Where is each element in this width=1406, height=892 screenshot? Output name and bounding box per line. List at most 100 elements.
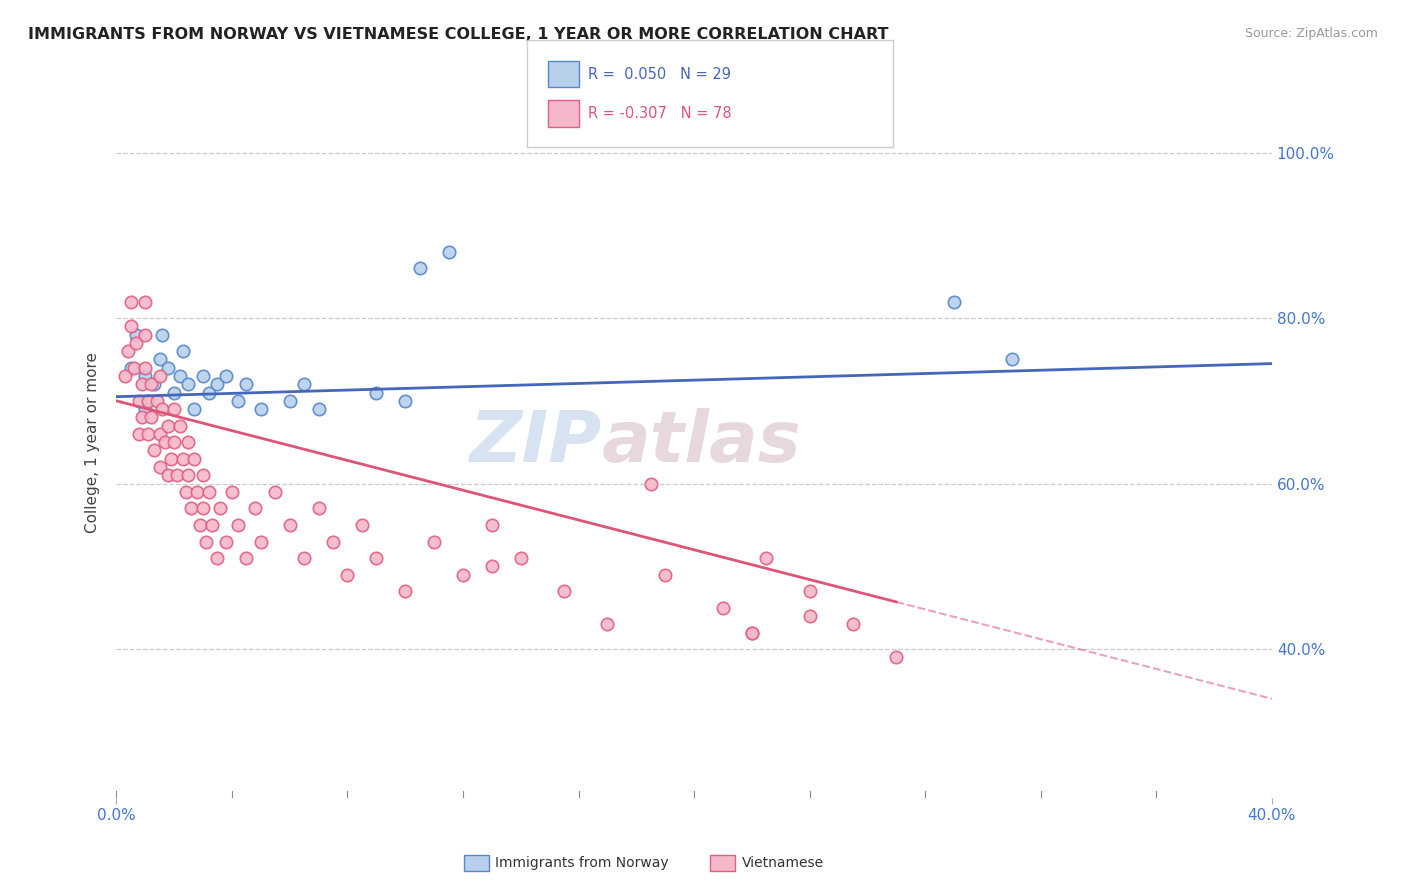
Point xyxy=(177,435,200,450)
Text: R = -0.307   N = 78: R = -0.307 N = 78 xyxy=(588,106,731,120)
Point xyxy=(149,460,172,475)
Point xyxy=(741,625,763,640)
Point xyxy=(226,393,249,408)
Point xyxy=(308,402,330,417)
Point xyxy=(197,484,219,499)
Point xyxy=(152,402,174,417)
Point xyxy=(350,518,373,533)
Point xyxy=(215,369,238,384)
Point xyxy=(509,551,531,566)
Point xyxy=(183,402,205,417)
Point xyxy=(186,484,208,499)
Point xyxy=(308,501,330,516)
Point xyxy=(131,410,153,425)
Point xyxy=(278,518,301,533)
Point xyxy=(149,369,172,384)
Point xyxy=(408,261,430,276)
Point xyxy=(553,584,575,599)
Point xyxy=(481,518,503,533)
Point xyxy=(451,567,474,582)
Point xyxy=(163,385,186,400)
Point xyxy=(197,385,219,400)
Point xyxy=(120,294,142,309)
Point xyxy=(157,360,180,375)
Point xyxy=(394,393,416,408)
Point xyxy=(640,476,662,491)
Point xyxy=(142,443,165,458)
Point xyxy=(180,501,202,516)
Point xyxy=(188,518,211,533)
Point xyxy=(799,609,821,624)
Point xyxy=(194,534,217,549)
Point xyxy=(120,360,142,375)
Point xyxy=(292,551,315,566)
Point xyxy=(157,418,180,433)
Point xyxy=(711,600,734,615)
Point xyxy=(191,501,214,516)
Point xyxy=(481,559,503,574)
Point xyxy=(125,335,148,350)
Y-axis label: College, 1 year or more: College, 1 year or more xyxy=(86,351,100,533)
Point xyxy=(884,650,907,665)
Point xyxy=(249,402,271,417)
Point xyxy=(149,352,172,367)
Point xyxy=(160,451,183,466)
Point xyxy=(174,484,197,499)
Point xyxy=(172,451,194,466)
Point xyxy=(152,327,174,342)
Point xyxy=(423,534,446,549)
Point xyxy=(169,369,191,384)
Point xyxy=(134,327,156,342)
Text: atlas: atlas xyxy=(602,408,801,476)
Point xyxy=(755,551,778,566)
Point xyxy=(136,426,159,441)
Point xyxy=(842,617,865,632)
Point xyxy=(166,468,188,483)
Point xyxy=(117,344,139,359)
Point xyxy=(322,534,344,549)
Point xyxy=(128,426,150,441)
Text: Source: ZipAtlas.com: Source: ZipAtlas.com xyxy=(1244,27,1378,40)
Text: ZIP: ZIP xyxy=(470,408,602,476)
Text: IMMIGRANTS FROM NORWAY VS VIETNAMESE COLLEGE, 1 YEAR OR MORE CORRELATION CHART: IMMIGRANTS FROM NORWAY VS VIETNAMESE COL… xyxy=(28,27,889,42)
Point xyxy=(264,484,287,499)
Point xyxy=(366,385,388,400)
Point xyxy=(134,402,156,417)
Point xyxy=(139,377,162,392)
Point xyxy=(1001,352,1024,367)
Point xyxy=(201,518,224,533)
Point xyxy=(235,377,257,392)
Point xyxy=(191,369,214,384)
Point xyxy=(292,377,315,392)
Point xyxy=(134,369,156,384)
Point xyxy=(122,360,145,375)
Point xyxy=(741,625,763,640)
Point xyxy=(114,369,136,384)
Point xyxy=(169,418,191,433)
Point xyxy=(172,344,194,359)
Point xyxy=(145,393,167,408)
Point xyxy=(596,617,619,632)
Point xyxy=(366,551,388,566)
Point xyxy=(221,484,243,499)
Point xyxy=(799,584,821,599)
Point xyxy=(177,377,200,392)
Point xyxy=(437,244,460,259)
Point xyxy=(235,551,257,566)
Point xyxy=(125,327,148,342)
Point xyxy=(149,426,172,441)
Point xyxy=(336,567,359,582)
Point xyxy=(394,584,416,599)
Point xyxy=(183,451,205,466)
Point xyxy=(209,501,232,516)
Point xyxy=(278,393,301,408)
Point xyxy=(207,377,229,392)
Point xyxy=(134,360,156,375)
Point xyxy=(142,377,165,392)
Text: R =  0.050   N = 29: R = 0.050 N = 29 xyxy=(588,67,731,81)
Point xyxy=(215,534,238,549)
Text: Immigrants from Norway: Immigrants from Norway xyxy=(495,856,668,871)
Point xyxy=(243,501,266,516)
Point xyxy=(249,534,271,549)
Point xyxy=(943,294,966,309)
